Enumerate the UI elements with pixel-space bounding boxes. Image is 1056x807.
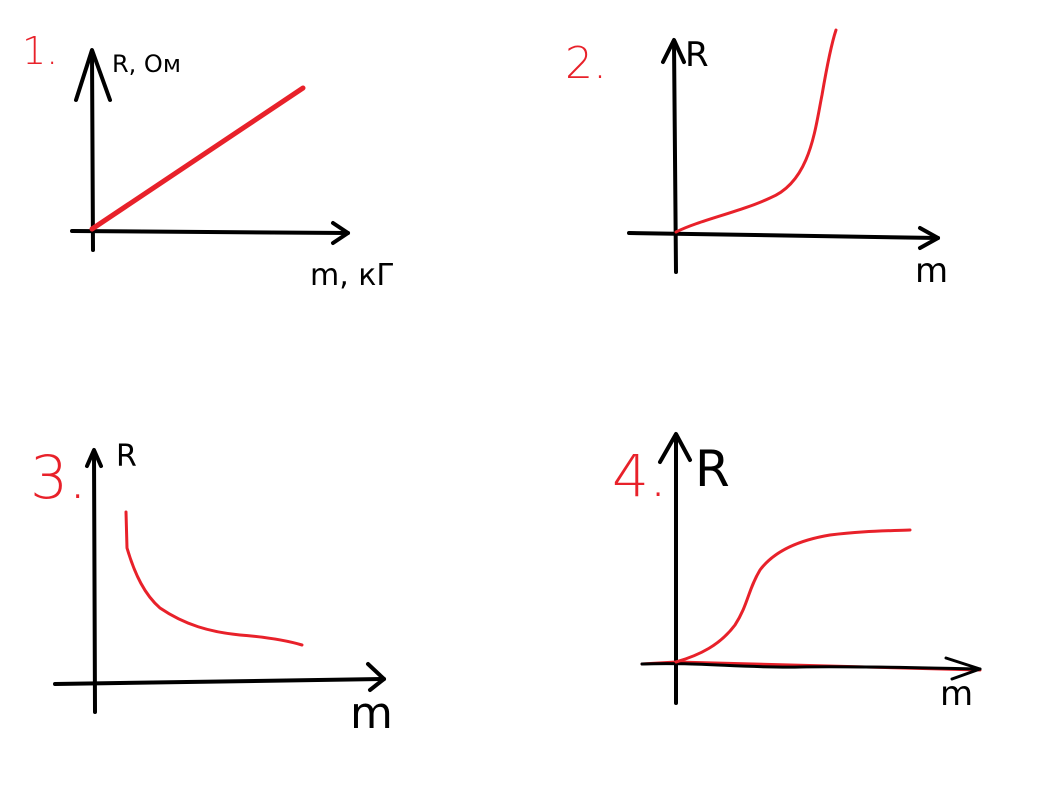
graph-4-s-curve	[674, 528, 912, 664]
graph-1-y-axis	[90, 50, 95, 252]
graph-1-number: 1.	[22, 29, 58, 73]
graph-3-x-label: m	[350, 688, 393, 739]
graph-3-y-label: R	[116, 439, 137, 474]
graph-3-number: 3.	[30, 443, 87, 513]
graph-2-y-label: R	[685, 35, 709, 75]
graph-4: 4. R m	[612, 432, 982, 714]
graph-3-curve	[124, 510, 304, 647]
graph-4-number: 4.	[612, 442, 667, 510]
graph-1-x-arrowhead	[331, 221, 350, 245]
graph-4-x-arrowhead	[944, 656, 982, 681]
graph-1-x-label: m, кГ	[310, 258, 395, 293]
graph-4-y-label: R	[695, 440, 730, 498]
graph-1-y-label: R, Ом	[112, 50, 181, 78]
graph-4-x-axis	[640, 662, 982, 671]
graph-3: 3. R m	[30, 439, 393, 739]
graph-2-x-label: m	[915, 251, 948, 291]
graph-3-x-arrowhead	[366, 662, 386, 692]
graph-1-curve	[89, 85, 306, 232]
graph-3-y-arrowhead	[85, 448, 103, 468]
graph-4-x-label: m	[940, 674, 973, 714]
graph-2-y-axis	[672, 40, 678, 274]
graph-2-x-arrowhead	[918, 226, 940, 250]
graph-2-number: 2.	[565, 38, 607, 89]
graph-4-y-arrowhead	[658, 432, 692, 464]
graph-3-y-axis	[92, 450, 97, 714]
graph-1: 1. R, Ом m, кГ	[22, 29, 395, 293]
graph-2-y-arrowhead	[661, 38, 686, 64]
graph-1-y-arrowhead	[74, 48, 112, 102]
graph-2-x-axis	[627, 231, 940, 240]
graph-1-x-axis	[70, 229, 350, 235]
graph-2-curve	[674, 28, 838, 234]
graph-2: 2. R m	[565, 28, 948, 291]
graph-3-x-axis	[53, 677, 386, 686]
